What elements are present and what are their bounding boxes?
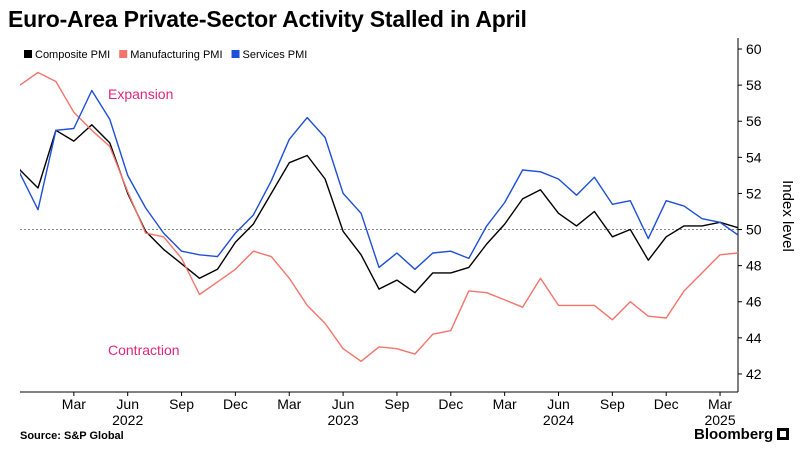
y-tick-label-44: 44	[746, 330, 762, 346]
y-tick-label-58: 58	[746, 77, 762, 93]
legend-background	[20, 44, 330, 64]
brand-name: Bloomberg	[694, 426, 774, 443]
x-tick-label-2023-03: Mar	[277, 396, 301, 412]
legend-label-manufacturing-pmi: Manufacturing PMI	[130, 49, 222, 61]
annotation-expansion: Expansion	[108, 86, 173, 102]
y-tick-label-60: 60	[746, 41, 762, 57]
x-tick-label-2024-12: Dec	[654, 396, 679, 412]
x-year-label-2025: 2025	[704, 412, 735, 428]
x-tick-label-2022-03: Mar	[62, 396, 86, 412]
series-line-manufacturing-pmi	[20, 71, 738, 362]
x-year-label-2024: 2024	[543, 412, 574, 428]
series-line-services-pmi	[20, 89, 738, 270]
chart-title: Euro-Area Private-Sector Activity Stalle…	[8, 6, 527, 32]
y-tick-label-54: 54	[746, 149, 762, 165]
y-tick-label-48: 48	[746, 258, 762, 274]
bloomberg-logo: Bloomberg	[694, 426, 790, 443]
series-line-composite-pmi	[20, 124, 738, 294]
x-tick-label-2022-12: Dec	[223, 396, 248, 412]
x-tick-label-2024-03: Mar	[493, 396, 517, 412]
bloomberg-logo-icon	[777, 428, 790, 440]
x-tick-label-2023-12: Dec	[438, 396, 463, 412]
x-tick-label-2024-06: Jun	[547, 396, 570, 412]
x-year-label-2023: 2023	[328, 412, 359, 428]
annotation-contraction: Contraction	[108, 342, 180, 358]
x-tick-label-2023-09: Sep	[384, 396, 409, 412]
x-tick-label-2022-09: Sep	[169, 396, 194, 412]
y-axis-title: Index level	[779, 180, 796, 252]
y-tick-label-56: 56	[746, 113, 762, 129]
legend-swatch-composite-pmi	[24, 50, 32, 58]
source-note: Source: S&P Global	[20, 430, 124, 442]
x-year-label-2022: 2022	[112, 412, 143, 428]
x-tick-label-2022-06: Jun	[116, 396, 139, 412]
y-tick-label-52: 52	[746, 185, 762, 201]
legend-swatch-services-pmi	[231, 50, 240, 58]
legend-swatch-manufacturing-pmi	[119, 50, 128, 58]
y-tick-label-50: 50	[746, 222, 762, 238]
y-tick-label-46: 46	[746, 294, 762, 310]
x-tick-label-2024-09: Sep	[600, 396, 625, 412]
x-tick-label-2025-03: Mar	[708, 396, 732, 412]
x-tick-label-2023-06: Jun	[332, 396, 355, 412]
legend-label-composite-pmi: Composite PMI	[35, 49, 110, 61]
y-tick-label-42: 42	[746, 366, 762, 382]
legend-label-services-pmi: Services PMI	[243, 49, 308, 61]
